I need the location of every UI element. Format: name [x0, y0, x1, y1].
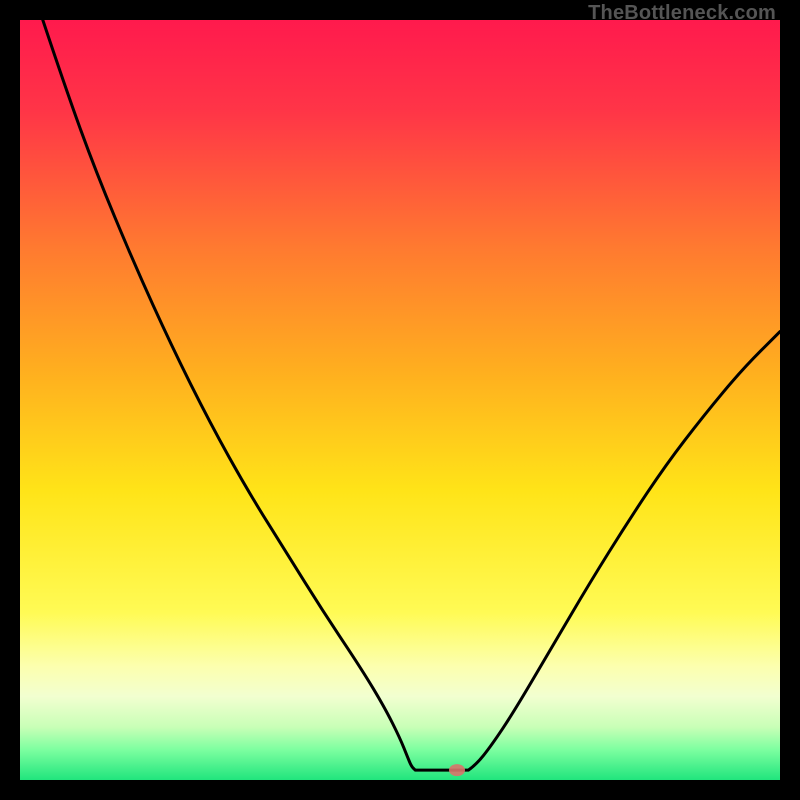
plot-area: [20, 20, 780, 780]
optimum-marker: [449, 764, 465, 776]
chart-frame: TheBottleneck.com: [0, 0, 800, 800]
watermark-label: TheBottleneck.com: [588, 2, 776, 25]
gradient-background: [20, 20, 780, 780]
plot-svg: [20, 20, 780, 780]
